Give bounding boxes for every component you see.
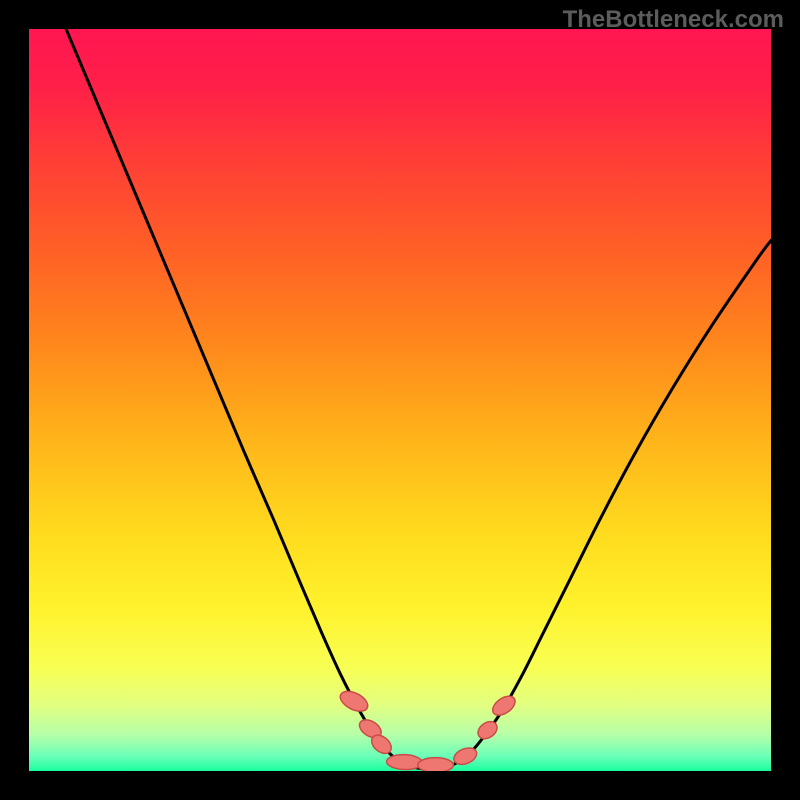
curve-marker: [489, 692, 518, 719]
watermark-text: TheBottleneck.com: [563, 6, 784, 34]
chart-svg: [0, 0, 800, 800]
plot-group: [66, 29, 771, 772]
curve-marker: [386, 754, 422, 770]
bottleneck-curve: [66, 29, 771, 769]
curve-marker: [418, 758, 454, 773]
curve-marker: [337, 687, 371, 715]
